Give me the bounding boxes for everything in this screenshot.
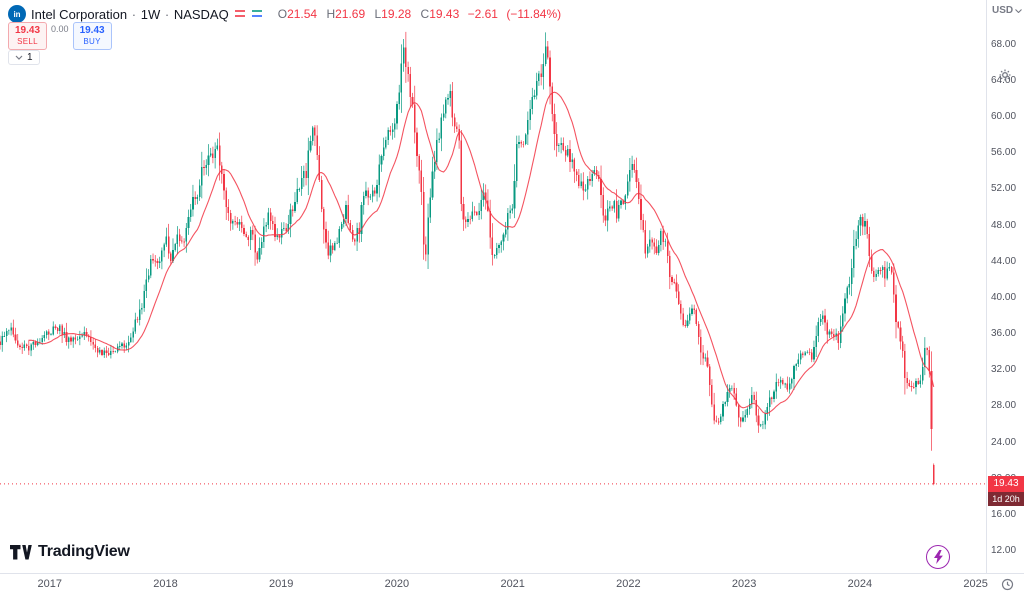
clock-icon[interactable] xyxy=(1001,578,1014,594)
spread-value: 0.00 xyxy=(51,24,69,34)
price-tick: 48.00 xyxy=(991,219,1017,231)
price-tick: 24.00 xyxy=(991,436,1017,448)
ma-line xyxy=(28,91,935,415)
price-tick: 60.00 xyxy=(991,111,1017,123)
high-value: 21.69 xyxy=(335,7,366,21)
change-percent: (−11.84%) xyxy=(506,7,562,21)
lightning-icon[interactable] xyxy=(926,545,950,569)
chevron-down-icon xyxy=(1015,8,1023,13)
chart-style-icon[interactable] xyxy=(234,8,246,20)
time-tick: 2018 xyxy=(153,578,178,590)
chevron-down-icon xyxy=(15,55,23,60)
chart-legend: in Intel Corporation · 1W · NASDAQ O21.5… xyxy=(8,5,561,23)
open-label: O xyxy=(277,7,288,21)
chart-area[interactable]: in Intel Corporation · 1W · NASDAQ O21.5… xyxy=(0,0,986,573)
price-tick: 56.00 xyxy=(991,147,1017,159)
close-value: 19.43 xyxy=(429,7,460,21)
tradingview-wordmark: TradingView xyxy=(38,543,130,560)
currency-label: USD xyxy=(992,5,1014,16)
exchange-label: NASDAQ xyxy=(173,6,229,22)
time-tick: 2019 xyxy=(268,578,294,590)
chart-row: in Intel Corporation · 1W · NASDAQ O21.5… xyxy=(0,0,1024,573)
ohlc-values: O21.54 H21.69 L19.28 C19.43 −2.61 (−11.8… xyxy=(272,7,561,21)
price-axis[interactable]: USD 19.43 1d 20h 68.00 64.00 60.00 56.00 52.… xyxy=(986,0,1024,573)
time-tick: 2021 xyxy=(500,578,525,590)
indicator-icon[interactable] xyxy=(251,8,263,20)
price-tick: 44.00 xyxy=(991,255,1017,267)
last-price-label: 19.43 xyxy=(988,475,1024,492)
time-tick: 2025 xyxy=(963,578,988,590)
tradingview-logo-icon xyxy=(10,544,32,559)
candles xyxy=(0,31,935,486)
gear-icon[interactable] xyxy=(998,68,1012,85)
change-value: −2.61 xyxy=(467,7,498,21)
symbol-title[interactable]: Intel Corporation · 1W · NASDAQ xyxy=(31,7,229,22)
price-tick: 68.00 xyxy=(991,38,1017,50)
low-label: L xyxy=(374,7,382,21)
time-tick: 2022 xyxy=(616,578,641,590)
price-tick: 40.00 xyxy=(991,291,1017,303)
price-tick: 52.00 xyxy=(991,183,1017,195)
separator: · xyxy=(131,6,137,22)
tradingview-logo[interactable]: TradingView xyxy=(10,543,130,561)
buy-label: BUY xyxy=(83,37,101,46)
sell-label: SELL xyxy=(17,37,38,46)
buy-button[interactable]: 19.43 BUY xyxy=(72,22,112,50)
currency-selector[interactable]: USD xyxy=(992,5,1023,16)
separator: · xyxy=(164,6,170,22)
time-tick: 2024 xyxy=(847,578,873,590)
close-label: C xyxy=(420,7,430,21)
quantity-selector[interactable]: 1 xyxy=(8,50,40,65)
sell-price: 19.43 xyxy=(15,25,41,36)
low-value: 19.28 xyxy=(381,7,412,21)
price-tick: 28.00 xyxy=(991,400,1017,412)
time-tick: 2020 xyxy=(384,578,410,590)
interval-label: 1W xyxy=(140,6,161,22)
open-value: 21.54 xyxy=(287,7,318,21)
trade-panel: 19.43 SELL 0.00 19.43 BUY xyxy=(8,22,112,50)
countdown-label: 1d 20h xyxy=(988,491,1024,506)
symbol-logo-icon[interactable]: in xyxy=(8,5,26,23)
time-axis[interactable]: 2017 2018 2019 2020 2021 2022 2023 2024 2025 xyxy=(0,573,1024,595)
high-label: H xyxy=(326,7,336,21)
quantity-value: 1 xyxy=(27,52,33,63)
candlestick-chart[interactable] xyxy=(0,0,986,573)
time-tick: 2023 xyxy=(731,578,757,590)
sell-button[interactable]: 19.43 SELL xyxy=(8,22,48,50)
price-tick: 36.00 xyxy=(991,328,1017,340)
price-tick: 16.00 xyxy=(991,508,1017,520)
price-tick: 64.00 xyxy=(991,74,1017,86)
price-tick: 12.00 xyxy=(991,545,1017,557)
price-tick: 32.00 xyxy=(991,364,1017,376)
time-tick: 2017 xyxy=(37,578,63,590)
buy-price: 19.43 xyxy=(79,25,105,36)
symbol-name: Intel Corporation xyxy=(31,6,128,22)
